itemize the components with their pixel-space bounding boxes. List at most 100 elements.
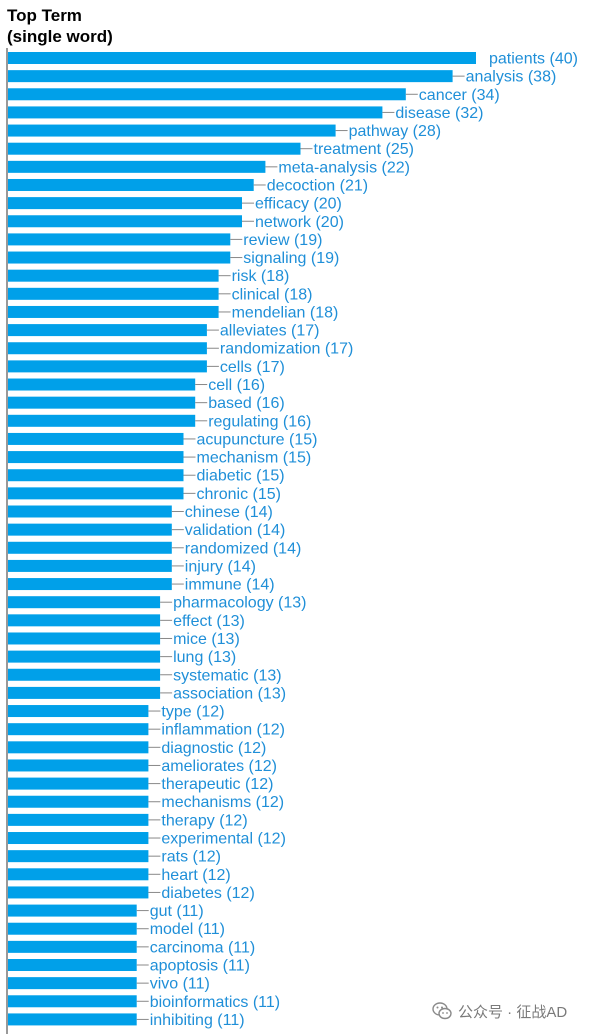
data-label-randomization: randomization (17): [220, 341, 353, 358]
bar-gut: [8, 904, 137, 917]
bar-carcinoma: [8, 940, 137, 953]
bar-group-patients: patients (40): [8, 51, 578, 68]
bar-lung: [8, 650, 161, 663]
bar-inhibiting: [8, 1013, 137, 1026]
bar-group-regulating: regulating (16): [8, 413, 311, 430]
bar-group-signaling: signaling (19): [8, 250, 339, 267]
data-label-diabetic: diabetic (15): [197, 468, 285, 485]
bar-signaling: [8, 251, 231, 264]
bar-therapeutic: [8, 777, 149, 790]
bar-chronic: [8, 487, 184, 500]
bar-network: [8, 215, 242, 228]
bar-group-pathway: pathway (28): [8, 123, 441, 140]
bar-group-bioinformatics: bioinformatics (11): [8, 994, 280, 1011]
bar-disease: [8, 106, 383, 119]
bar-randomization: [8, 342, 207, 355]
data-label-systematic: systematic (13): [173, 667, 281, 684]
bar-type: [8, 705, 149, 718]
data-label-rats: rats (12): [161, 849, 221, 866]
bar-group-network: network (20): [8, 214, 344, 231]
data-label-randomized: randomized (14): [185, 540, 301, 557]
bar-group-randomized: randomized (14): [8, 540, 301, 557]
data-label-pharmacology: pharmacology (13): [173, 595, 306, 612]
data-label-signaling: signaling (19): [243, 250, 339, 267]
data-label-lung: lung (13): [173, 649, 236, 666]
bar-group-decoction: decoction (21): [8, 177, 368, 194]
bar-group-diabetes: diabetes (12): [8, 885, 255, 902]
data-label-diagnostic: diagnostic (12): [161, 740, 266, 757]
data-label-apoptosis: apoptosis (11): [150, 958, 250, 975]
chart-title: Top Term (single word): [7, 5, 113, 47]
data-label-decoction: decoction (21): [267, 177, 368, 194]
bar-ameliorates: [8, 759, 149, 772]
bar-injury: [8, 559, 172, 572]
data-label-mechanisms: mechanisms (12): [161, 794, 284, 811]
bar-group-chronic: chronic (15): [8, 486, 281, 503]
bar-mechanism: [8, 451, 184, 464]
bar-bioinformatics: [8, 995, 137, 1008]
bar-group-based: based (16): [8, 395, 285, 412]
bar-heart: [8, 868, 149, 881]
bar-group-disease: disease (32): [8, 105, 483, 122]
data-label-inflammation: inflammation (12): [161, 722, 285, 739]
bar-group-analysis: analysis (38): [8, 69, 556, 86]
data-label-risk: risk (18): [232, 268, 290, 285]
bar-group-type: type (12): [8, 704, 225, 721]
bar-group-vivo: vivo (11): [8, 976, 210, 993]
watermark: 公众号 · 征战AD: [432, 1000, 567, 1022]
bar-group-mechanism: mechanism (15): [8, 450, 311, 467]
bar-inflammation: [8, 723, 149, 736]
data-label-cancer: cancer (34): [419, 87, 500, 104]
data-label-pathway: pathway (28): [349, 123, 442, 140]
bar-decoction: [8, 178, 254, 191]
bar-diabetes: [8, 886, 149, 899]
bar-based: [8, 396, 196, 409]
bar-group-chinese: chinese (14): [8, 504, 273, 521]
bar-mechanisms: [8, 795, 149, 808]
bar-group-risk: risk (18): [8, 268, 289, 285]
bar-diagnostic: [8, 741, 149, 754]
bar-group-pharmacology: pharmacology (13): [8, 595, 307, 612]
bar-efficacy: [8, 197, 242, 210]
data-label-chronic: chronic (15): [197, 486, 281, 503]
data-label-acupuncture: acupuncture (15): [197, 431, 318, 448]
data-label-network: network (20): [255, 214, 344, 231]
bar-immune: [8, 578, 172, 591]
data-label-experimental: experimental (12): [161, 831, 286, 848]
bar-mice: [8, 632, 161, 645]
data-label-cell: cell (16): [208, 377, 265, 394]
bar-cancer: [8, 88, 406, 101]
bar-acupuncture: [8, 432, 184, 445]
bar-group-cancer: cancer (34): [8, 87, 500, 104]
bar-group-mendelian: mendelian (18): [8, 304, 338, 321]
data-label-bioinformatics: bioinformatics (11): [150, 994, 280, 1011]
bar-systematic: [8, 668, 161, 681]
bar-group-clinical: clinical (18): [8, 286, 313, 303]
data-label-effect: effect (13): [173, 613, 245, 630]
bar-cell: [8, 378, 196, 391]
bar-regulating: [8, 414, 196, 427]
bar-group-inhibiting: inhibiting (11): [8, 1012, 245, 1029]
bar-rats: [8, 850, 149, 863]
data-label-analysis: analysis (38): [466, 69, 557, 86]
bar-group-heart: heart (12): [8, 867, 231, 884]
bar-group-effect: effect (13): [8, 613, 245, 630]
bar-patients: [8, 52, 476, 64]
data-label-inhibiting: inhibiting (11): [150, 1012, 245, 1029]
bar-group-validation: validation (14): [8, 522, 285, 539]
data-label-treatment: treatment (25): [314, 141, 414, 158]
data-label-gut: gut (11): [150, 903, 204, 920]
bar-pharmacology: [8, 596, 161, 609]
bar-group-injury: injury (14): [8, 558, 256, 575]
chart-title-line-2: (single word): [7, 27, 113, 46]
data-label-review: review (19): [243, 232, 322, 249]
data-label-mendelian: mendelian (18): [232, 304, 339, 321]
bar-group-randomization: randomization (17): [8, 341, 353, 358]
bar-group-treatment: treatment (25): [8, 141, 414, 158]
bar-chinese: [8, 505, 172, 518]
data-label-based: based (16): [208, 395, 285, 412]
chart-title-line-1: Top Term: [7, 6, 82, 25]
bar-experimental: [8, 832, 149, 845]
data-label-association: association (13): [173, 685, 286, 702]
